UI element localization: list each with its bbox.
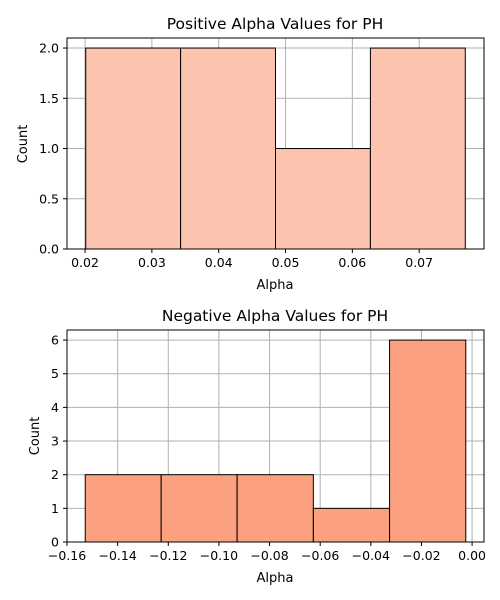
histogram-bar: [160, 474, 238, 543]
x-tick-label: 0.00: [458, 548, 486, 563]
x-tick-label: 0.05: [272, 255, 300, 270]
x-tick-label: −0.14: [98, 548, 136, 563]
plot-frame: [66, 329, 485, 543]
x-tick-label: −0.06: [301, 548, 339, 563]
x-tick-label: 0.02: [71, 255, 99, 270]
histogram-bar: [275, 148, 371, 250]
negative-alpha-histogram: Negative Alpha Values for PH Alpha Count…: [28, 307, 486, 586]
x-tick-label: −0.04: [352, 548, 390, 563]
x-tick-label: −0.12: [149, 548, 187, 563]
y-tick-label: 0.0: [39, 242, 59, 257]
y-axis-label: Count: [28, 417, 43, 456]
x-tick-label: 0.03: [138, 255, 166, 270]
x-tick-label: 0.04: [205, 255, 233, 270]
positive-alpha-histogram: Positive Alpha Values for PH Alpha Count…: [16, 15, 485, 293]
chart-title: Positive Alpha Values for PH: [167, 15, 384, 33]
histogram-bar: [180, 47, 277, 250]
x-tick-label: −0.10: [200, 548, 238, 563]
y-axis-label: Count: [16, 125, 31, 164]
y-tick-label: 1: [51, 501, 59, 516]
y-tick-label: 0.5: [39, 191, 59, 206]
x-tick-label: 0.07: [405, 255, 433, 270]
y-tick-label: 2: [51, 467, 59, 482]
x-tick-label: 0.06: [338, 255, 366, 270]
x-axis-label: Alpha: [257, 278, 294, 293]
x-axis-label: Alpha: [257, 571, 294, 586]
histogram-bar: [84, 474, 162, 543]
x-tick-label: −0.16: [48, 548, 86, 563]
chart-title: Negative Alpha Values for PH: [162, 307, 388, 325]
y-tick-label: 6: [51, 333, 59, 348]
y-tick-label: 1.0: [39, 141, 59, 156]
plot-frame: [66, 37, 485, 250]
histogram-bar: [85, 47, 182, 250]
y-tick-label: 2.0: [39, 41, 59, 56]
y-tick-label: 5: [51, 366, 59, 381]
x-tick-label: −0.02: [402, 548, 440, 563]
y-tick-label: 3: [51, 434, 59, 449]
x-tick-label: −0.08: [250, 548, 288, 563]
histogram-bar: [312, 507, 391, 543]
histogram-bar: [369, 47, 466, 250]
y-tick-label: 1.5: [39, 91, 59, 106]
histogram-bar: [236, 474, 314, 543]
y-tick-label: 4: [51, 400, 59, 415]
histogram-bar: [389, 339, 467, 543]
y-tick-label: 0: [51, 535, 59, 550]
